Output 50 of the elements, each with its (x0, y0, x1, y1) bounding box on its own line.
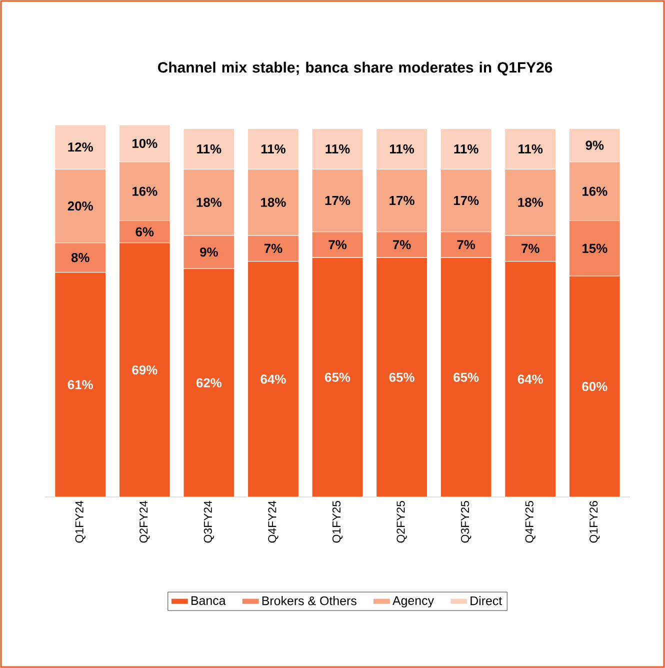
legend-label: Agency (392, 596, 434, 608)
legend-label: Banca (191, 596, 226, 605)
data-label: 61% (68, 380, 93, 390)
data-label: 11% (326, 144, 350, 154)
data-label: 65% (389, 372, 414, 382)
data-label: 18% (196, 198, 222, 207)
data-label: 65% (325, 372, 350, 382)
data-label: 11% (390, 144, 414, 154)
data-label: 7% (328, 240, 347, 250)
data-label: 17% (390, 196, 414, 206)
x-tick-label: Q1FY25 (332, 500, 343, 543)
legend-label: Direct (470, 596, 502, 606)
data-label: 65% (454, 372, 479, 382)
chart-title: Channel mix stable; banca share moderates in Q1FY26 (158, 62, 552, 76)
x-tick-label: Q1FY26 (590, 501, 600, 543)
data-label: 20% (68, 201, 93, 211)
data-label: 9% (200, 247, 218, 257)
data-label: 18% (518, 198, 543, 207)
data-label: 7% (264, 244, 282, 253)
x-tick-label: Q3FY24 (204, 500, 214, 543)
x-tick-label: Q2FY24 (140, 500, 150, 543)
x-tick-label: Q4FY24 (268, 500, 278, 543)
legend-label: Brokers & Others (262, 596, 356, 606)
x-tick-label: Q2FY25 (396, 500, 407, 543)
data-label: 7% (392, 240, 411, 250)
data-label: 64% (518, 374, 543, 384)
data-label: 11% (518, 144, 543, 154)
x-tick-label: Q1FY24 (75, 500, 86, 543)
data-label: 18% (261, 198, 286, 207)
data-label: 62% (196, 378, 222, 388)
data-label: 6% (136, 227, 154, 236)
x-tick-label: Q4FY25 (525, 500, 536, 543)
data-label: 17% (325, 196, 350, 206)
data-label: 11% (454, 144, 478, 154)
data-label: 12% (68, 142, 93, 152)
data-label: 60% (582, 382, 608, 392)
x-tick-label: Q3FY25 (460, 500, 472, 543)
data-label: 16% (132, 186, 158, 196)
data-label: 7% (522, 244, 540, 253)
data-label: 15% (582, 244, 608, 253)
data-label: 10% (132, 138, 158, 148)
data-label: 7% (457, 240, 476, 250)
data-label: 9% (586, 140, 604, 150)
data-label: 16% (582, 186, 608, 196)
data-label: 64% (260, 374, 286, 384)
data-label: 69% (132, 365, 158, 375)
data-label: 11% (197, 144, 222, 154)
data-label: 8% (71, 252, 90, 262)
data-label: 11% (261, 144, 286, 154)
data-label: 17% (454, 196, 479, 206)
